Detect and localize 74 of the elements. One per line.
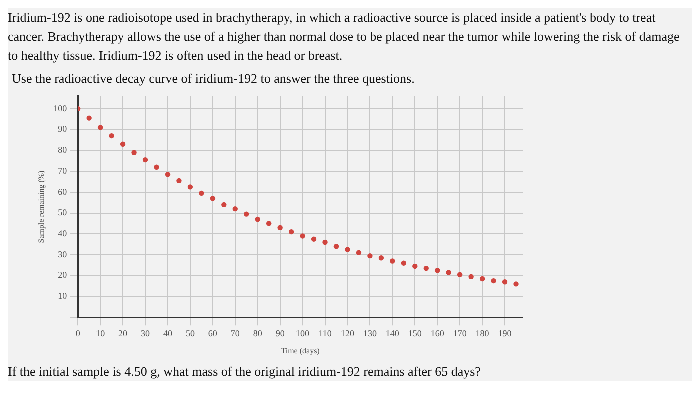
text: If the initial sample is 4.50 g, what mass of the original iridium-192 remains after 65 days? <box>8 363 482 381</box>
point <box>514 282 519 287</box>
x-tick-label: 110 <box>318 328 332 338</box>
point <box>491 278 496 284</box>
point <box>480 276 486 282</box>
x-tick-label: 120 <box>340 328 355 338</box>
point <box>120 142 126 147</box>
point <box>199 190 204 196</box>
y-tick-label: 40 <box>58 228 68 238</box>
x-tick-label: 150 <box>408 328 422 338</box>
y-tick-label: 90 <box>58 124 68 134</box>
x-axis-title: Time (days) <box>281 346 320 356</box>
x-tick-label: 40 <box>163 328 173 338</box>
point <box>278 225 283 230</box>
x-tick-label: 0 <box>76 328 81 338</box>
x-tick-label: 30 <box>141 328 151 338</box>
point <box>378 256 384 261</box>
point <box>368 253 373 259</box>
x-tick-label: 80 <box>253 328 263 338</box>
point <box>266 221 272 226</box>
x-tick-label: 50 <box>186 328 196 338</box>
point <box>300 234 306 239</box>
x-tick-label: 100 <box>296 328 310 338</box>
point <box>345 247 350 252</box>
y-tick-label: 10 <box>58 291 68 302</box>
x-tick-label: 190 <box>498 328 512 338</box>
x-tick-label: 20 <box>118 328 128 338</box>
y-tick-label: 80 <box>58 145 68 156</box>
y-tick-label: 70 <box>58 166 68 176</box>
x-tick-label: 160 <box>430 328 445 338</box>
x-tick-label: 10 <box>96 328 106 338</box>
y-tick-label: 100 <box>54 103 68 114</box>
chart-subtitle: Use the radioactive decay curve of iridium-192 to answer the three questions. <box>12 70 416 88</box>
x-tick-label: 70 <box>230 328 240 338</box>
x-tick-label: 130 <box>363 328 378 338</box>
point <box>322 240 328 246</box>
point <box>98 125 104 130</box>
point <box>435 268 440 274</box>
point <box>222 202 227 208</box>
y-axis-title: Sample remaining (%) <box>36 170 46 244</box>
point <box>142 157 148 163</box>
point <box>334 244 340 250</box>
point <box>502 280 508 285</box>
point <box>154 164 160 170</box>
point <box>457 272 463 278</box>
point <box>188 184 194 190</box>
chart-title: Iridium-192 is one radioisotope used in brachytherapy, in which a radioactive source is placed inside a patient's body to treat cancer. Brachytherapy allows the use of a higher than normal dose to be placed near the tumor while lowering the risk of damage to healthy tissue. Iridium-192 is often used in the head or breast. <box>8 9 681 65</box>
point <box>165 172 171 178</box>
point <box>401 260 407 266</box>
point <box>390 258 396 264</box>
point <box>424 266 429 272</box>
point <box>86 116 92 121</box>
point <box>468 274 474 280</box>
point <box>412 264 418 270</box>
x-tick-label: 140 <box>386 328 400 338</box>
x-tick-label: 180 <box>476 328 490 338</box>
y-tick-label: 60 <box>58 186 68 197</box>
x-tick-label: 170 <box>453 328 468 338</box>
point <box>244 212 250 217</box>
y-tick-label: 20 <box>58 270 68 280</box>
point <box>311 236 317 242</box>
point <box>232 206 238 212</box>
point <box>176 178 182 184</box>
point <box>210 196 216 202</box>
point <box>132 150 137 156</box>
point <box>288 229 294 235</box>
y-tick-label: 50 <box>58 208 68 218</box>
x-tick-label: 60 <box>208 328 218 338</box>
point <box>356 250 362 256</box>
point <box>109 133 114 139</box>
y-tick-label: 30 <box>58 249 68 260</box>
point <box>446 270 452 276</box>
x-tick-label: 90 <box>276 328 286 338</box>
point <box>255 216 260 222</box>
